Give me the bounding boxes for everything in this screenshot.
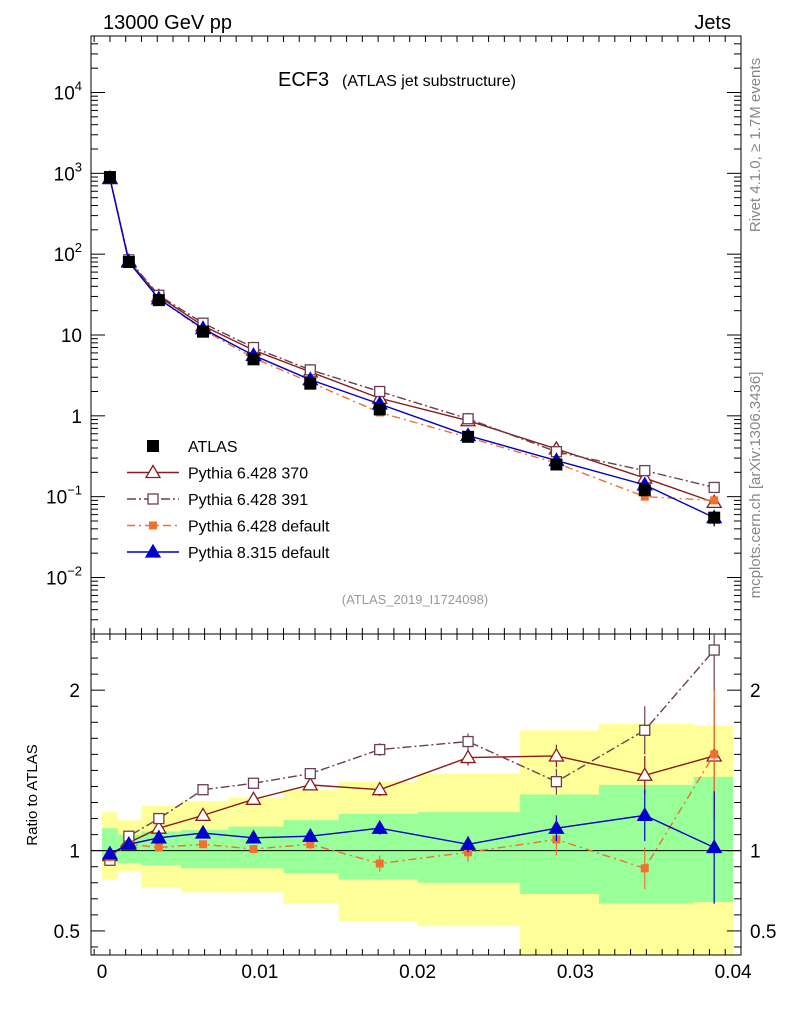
- legend-marker-data: [147, 440, 159, 452]
- main-ytick-label: 10−2: [46, 563, 82, 589]
- ratio-point-series-1: [247, 777, 260, 789]
- ratio-point-series-3: [150, 829, 167, 844]
- ratio-point-series-1: [197, 784, 209, 796]
- ratio-frame: [90, 633, 742, 956]
- ratio-axis-label: Ratio to ATLAS: [24, 744, 41, 845]
- main-point-series-1: [462, 413, 474, 425]
- xtick-label: 0: [97, 962, 108, 983]
- main-point-series-1: [639, 464, 651, 477]
- legend-label-series-2: Pythia 6.428 default: [188, 519, 330, 536]
- data-point: [638, 484, 651, 497]
- ratio-ytick-label-right: 1: [750, 842, 761, 863]
- legend-label-series-0: Pythia 6.428 370: [188, 466, 308, 483]
- ratio-point-series-2: [640, 864, 649, 873]
- header-left: 13000 GeV pp: [103, 12, 232, 34]
- band-green-10: [693, 776, 734, 903]
- ratio-point-series-3: [371, 819, 388, 834]
- data-point: [550, 458, 563, 471]
- ratio-point-series-3: [548, 819, 565, 834]
- main-ytick-label: 10: [61, 326, 82, 347]
- legend: ATLAS Pythia 6.428 370 Pythia 6.428 391 Pyt…: [127, 439, 330, 562]
- ratio-point-series-3: [302, 827, 319, 842]
- legend-label-series-1: Pythia 6.428 391: [188, 492, 308, 509]
- data-point: [152, 294, 165, 307]
- ratio-point-series-0: [459, 749, 477, 764]
- main-point-series-1: [374, 385, 386, 398]
- ratio-ytick-label: 2: [69, 681, 80, 702]
- ratio-point-series-2: [199, 840, 208, 849]
- ratio-point-series-0: [194, 807, 212, 822]
- ratio-point-series-0: [548, 747, 565, 762]
- ratio-point-series-2: [306, 840, 315, 849]
- ratio-point-series-0: [636, 766, 653, 781]
- ratio-point-series-3: [245, 829, 262, 844]
- ratio-point-series-1: [708, 644, 720, 656]
- ratio-point-series-3: [706, 839, 723, 854]
- ratio-point-series-1: [374, 743, 386, 756]
- xtick-label: 0.03: [557, 962, 594, 983]
- header-right: Jets: [694, 12, 731, 34]
- legend-label-data: ATLAS: [188, 439, 238, 456]
- data-point: [373, 403, 386, 416]
- ratio-point-series-1: [153, 812, 165, 825]
- ratio-point-series-2: [249, 845, 258, 854]
- xtick-label: 0.01: [241, 962, 278, 983]
- ratio-ytick-label-right: 0.5: [750, 922, 776, 943]
- legend-label-series-3: Pythia 8.315 default: [188, 545, 330, 562]
- series-layer: [101, 169, 723, 904]
- main-ytick-label: 104: [54, 79, 82, 105]
- ratio-ytick-label: 0.5: [54, 922, 80, 943]
- ratio-ytick-label: 1: [69, 842, 80, 863]
- ratio-bands: [102, 723, 734, 955]
- rivet-label: Rivet 4.1.0, ≥ 1.7M events: [747, 58, 764, 232]
- axes: 10−2 10−1 1 10 102 103 104 0.5 0.5 1 1 2 2 0 0.01 0.02 0…: [46, 35, 776, 983]
- legend-marker-series-1: [147, 493, 159, 505]
- ratio-point-series-0: [245, 791, 262, 805]
- main-ytick-label: 10−1: [46, 483, 82, 509]
- ratio-point-series-3: [101, 845, 119, 860]
- ratio-point-series-2: [710, 750, 719, 759]
- xtick-label: 0.04: [715, 962, 752, 983]
- main-ytick-label: 103: [54, 159, 82, 185]
- main-ytick-label: 102: [54, 240, 82, 266]
- xtick-label: 0.02: [399, 962, 436, 983]
- ratio-point-series-0: [302, 776, 319, 791]
- ratio-point-series-3: [120, 835, 137, 850]
- data-point: [247, 353, 260, 366]
- ratio-point-series-3: [459, 835, 477, 850]
- plot-subtitle: (ATLAS jet substructure): [342, 73, 516, 90]
- ratio-point-series-2: [375, 859, 384, 868]
- plot-title: ECF3: [278, 69, 329, 91]
- legend-marker-series-3: [144, 543, 162, 558]
- ratio-ytick-label-right: 2: [750, 681, 761, 702]
- ratio-point-series-3: [636, 807, 653, 822]
- ratio-point-series-1: [304, 767, 316, 780]
- main-point-series-2: [640, 492, 649, 501]
- band-green-9: [599, 784, 694, 904]
- main-point-series-2: [710, 496, 719, 505]
- ratio-point-series-1: [639, 724, 651, 736]
- data-point: [304, 377, 317, 390]
- data-point: [462, 430, 475, 443]
- data-point: [197, 325, 210, 338]
- ratio-point-series-1: [550, 776, 563, 788]
- band-green-8: [520, 794, 600, 895]
- main-point-series-1: [708, 481, 720, 494]
- analysis-id: (ATLAS_2019_I1724098): [342, 592, 488, 607]
- data-point: [122, 256, 135, 269]
- legend-marker-series-2: [149, 521, 157, 530]
- ratio-point-series-3: [194, 824, 212, 839]
- data-point: [103, 171, 116, 184]
- ratio-point-series-1: [462, 735, 474, 748]
- main-line-series-1: [109, 177, 715, 489]
- main-ytick-label: 1: [71, 407, 82, 428]
- mcplots-label: mcplots.cern.ch [arXiv:1306.3436]: [747, 372, 764, 599]
- ratio-point-series-2: [154, 843, 163, 852]
- legend-marker-series-0: [144, 464, 162, 479]
- data-point: [708, 511, 721, 524]
- ratio-point-series-0: [371, 781, 388, 796]
